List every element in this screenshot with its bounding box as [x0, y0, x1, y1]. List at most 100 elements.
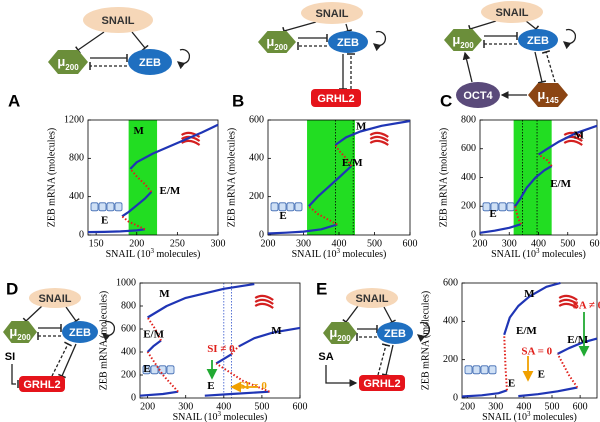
annotation: E: [279, 210, 286, 222]
series-line: [503, 334, 579, 391]
x-tick-label: 600: [590, 238, 600, 249]
node-label-sub: 200: [274, 43, 288, 52]
x-axis-label-part: molecules): [531, 412, 577, 422]
x-axis-label-sup: 3: [218, 410, 222, 418]
node-label-main: SNAIL: [102, 15, 135, 27]
y-tick-label: 800: [69, 153, 84, 164]
shade-region: [513, 120, 552, 235]
x-tick-label: 200: [140, 401, 155, 412]
edge: [383, 306, 393, 323]
node-shape: [328, 31, 368, 53]
annotation: E: [143, 363, 150, 375]
x-tick-label: 250: [170, 238, 185, 249]
x-axis-label-part: SNAIL (10: [106, 249, 151, 260]
cell-icon: [294, 202, 303, 212]
annotation: E: [538, 369, 545, 381]
annotation: M: [574, 130, 585, 142]
self-loop: [372, 30, 387, 52]
cell-icon: [472, 365, 481, 375]
node-label-sub: 200: [17, 333, 31, 342]
plot-frame: [87, 119, 219, 236]
node-shape: [301, 2, 363, 24]
y-tick-label: 600: [121, 323, 136, 334]
y-tick-label: 800: [121, 300, 136, 311]
x-axis-label-part: molecules): [154, 249, 200, 260]
x-tick-label: 600: [403, 238, 418, 249]
cell-icon: [490, 202, 499, 212]
y-axis-label: ZEB mRNA (molecules): [98, 291, 109, 390]
x-axis-label: SNAIL (103 molecules): [173, 410, 268, 422]
annotation: E/M: [143, 328, 164, 340]
y-tick-label: 200: [461, 201, 476, 212]
x-tick-label: 300: [211, 238, 226, 249]
cell-icon: [270, 202, 279, 212]
x-axis-label: SNAIL (103 molecules): [482, 410, 577, 422]
annotation: E: [101, 215, 108, 227]
node-shape: [83, 7, 153, 33]
y-axis-label: ZEB mRNA (molecules): [420, 291, 431, 390]
x-tick-label: 400: [516, 401, 531, 412]
cell-icon: [254, 294, 274, 301]
x-axis-label-part: SNAIL (10: [491, 249, 536, 260]
node-label: SNAIL: [496, 7, 529, 19]
node-shape: [528, 83, 568, 107]
edge-bar: [541, 50, 551, 54]
node-label-main: GRHL2: [317, 93, 354, 105]
panel-label: A: [8, 91, 20, 110]
cell-icon: [278, 202, 287, 212]
annotation: E/M: [342, 157, 363, 169]
node-label-main: μ: [57, 54, 65, 69]
y-tick-label: 400: [121, 346, 136, 357]
edge: [65, 306, 77, 322]
panel-label: B: [232, 91, 244, 110]
node-label-main: ZEB: [69, 327, 91, 339]
x-tick-label: 600: [573, 401, 588, 412]
y-tick-label: 400: [461, 172, 476, 183]
cell-icon: [254, 302, 274, 309]
edge: [545, 51, 556, 83]
edge: [469, 20, 497, 30]
node-label: GRHL2: [23, 379, 60, 391]
node-label-sub: 200: [337, 334, 351, 343]
plot-frame: [139, 282, 301, 399]
y-tick-label: 600: [461, 143, 476, 154]
self-loop: [416, 321, 431, 343]
plot-frame: [461, 282, 598, 399]
node-shape: [29, 288, 81, 308]
x-axis-label-sup: 3: [527, 410, 531, 418]
self-loop: [562, 28, 577, 50]
annotation: E: [508, 378, 515, 390]
x-tick-label: 300: [488, 401, 503, 412]
edge: [77, 31, 105, 51]
cell-icon: [480, 365, 489, 375]
node-label: μ200: [9, 324, 31, 341]
node-shape: [359, 375, 405, 391]
cell-icon: [506, 202, 515, 212]
node-label-main: SNAIL: [316, 8, 349, 20]
annotation: M: [159, 288, 170, 300]
annotation: M: [524, 288, 535, 300]
shade-region: [307, 120, 355, 235]
y-tick-label: 200: [121, 369, 136, 380]
series-line: [267, 119, 411, 235]
node-label-main: μ: [452, 32, 460, 47]
x-tick-label: 400: [216, 401, 231, 412]
x-tick-label: 500: [545, 401, 560, 412]
y-tick-label: 0: [79, 229, 84, 240]
cell-icon: [558, 302, 578, 309]
y-tick-label: 200: [249, 191, 264, 202]
series-line: [139, 283, 301, 397]
x-tick-label: 600: [293, 401, 308, 412]
node-label: ZEB: [337, 37, 359, 49]
node-label: GRHL2: [317, 93, 354, 105]
cell-icon: [488, 365, 497, 375]
node-label-main: GRHL2: [363, 378, 400, 390]
self-loop: [101, 320, 116, 342]
node-label-main: μ: [9, 324, 17, 339]
y-tick-label: 200: [443, 354, 458, 365]
shade-region: [128, 120, 158, 235]
edge: [462, 51, 473, 83]
node-label: ZEB: [69, 327, 91, 339]
edge-bar: [141, 44, 149, 52]
